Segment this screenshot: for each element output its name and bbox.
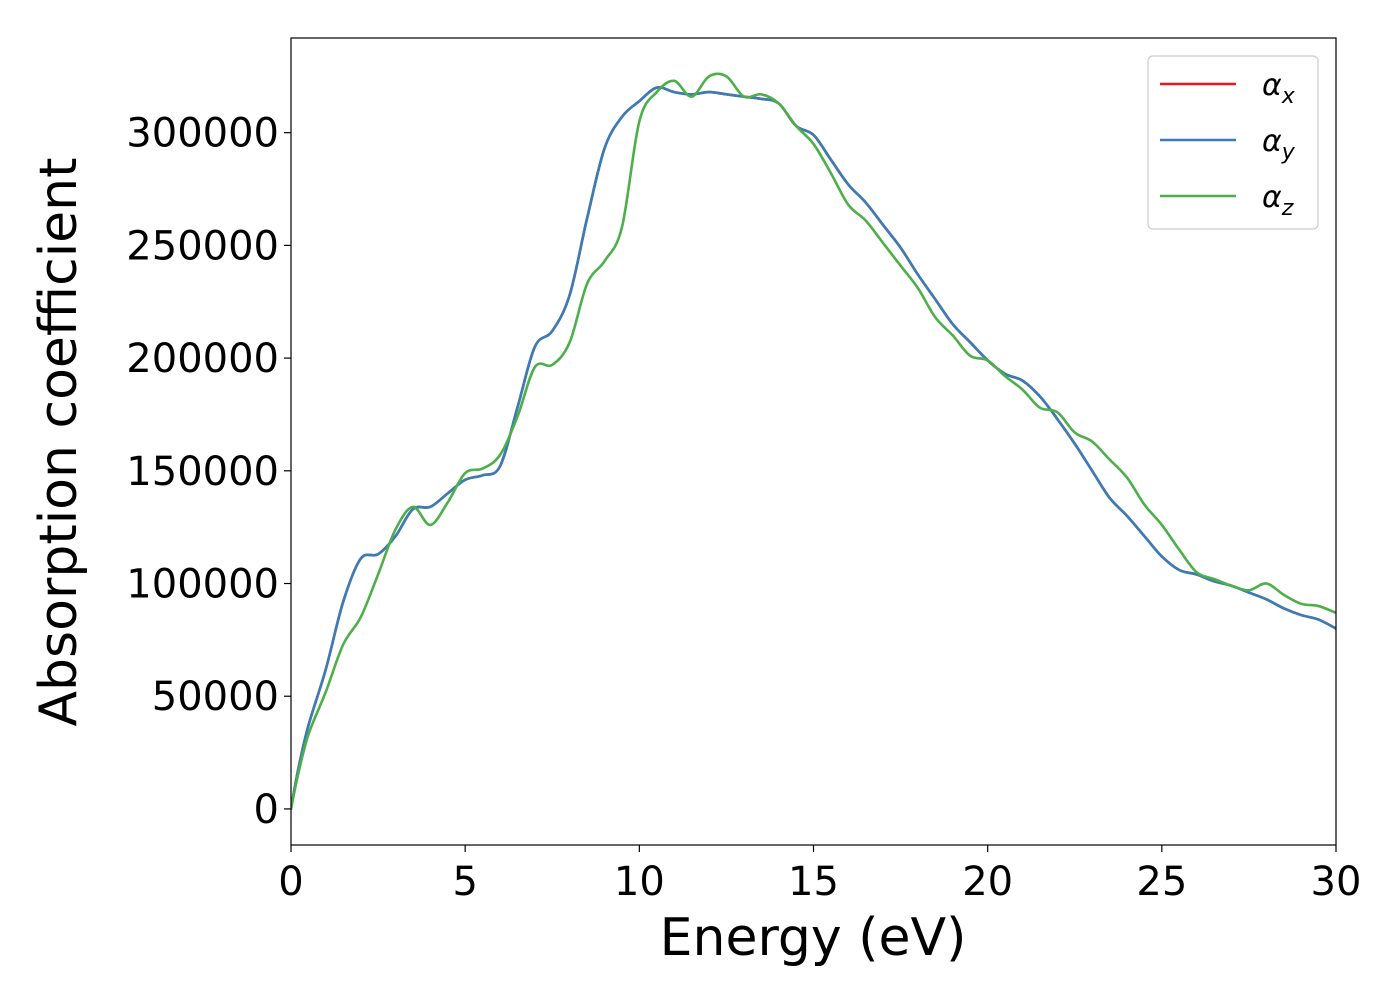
x-tick-label: 30 xyxy=(1311,859,1362,905)
y-tick-label: 100000 xyxy=(126,562,279,608)
x-tick-label: 20 xyxy=(962,859,1013,905)
series-line-z xyxy=(291,72,1336,811)
plot-area xyxy=(291,72,1336,811)
y-tick-label: 250000 xyxy=(126,223,279,269)
x-tick-label: 25 xyxy=(1136,859,1187,905)
axes: 0 5 10 15 20 25 30 0 50000 100000 150000 200000 2500… xyxy=(126,37,1362,905)
y-tick-label: 50000 xyxy=(152,674,279,720)
series-line-y xyxy=(291,86,1336,811)
x-tick-label: 10 xyxy=(614,859,665,905)
y-tick-label: 200000 xyxy=(126,336,279,382)
y-tick-label: 0 xyxy=(254,787,279,833)
x-tick-label: 15 xyxy=(788,859,839,905)
y-tick-label: 150000 xyxy=(126,449,279,495)
y-tick-label: 300000 xyxy=(126,111,279,157)
y-axis-title: Absorption coefficient xyxy=(29,157,89,726)
x-axis-title: Energy (eV) xyxy=(660,908,967,968)
legend-box xyxy=(1147,55,1319,230)
x-tick-label: 0 xyxy=(278,859,303,905)
x-tick-label: 5 xyxy=(452,859,477,905)
